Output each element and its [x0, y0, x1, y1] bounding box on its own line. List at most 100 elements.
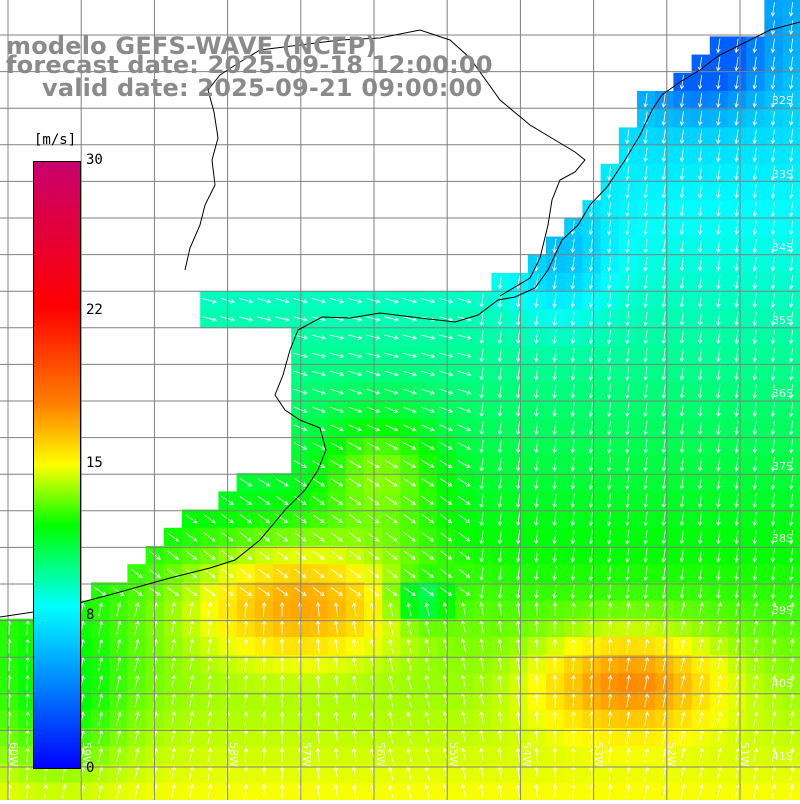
direction-arrow — [516, 711, 521, 726]
direction-arrow — [457, 352, 472, 359]
direction-arrow — [366, 334, 381, 340]
direction-arrow — [697, 293, 703, 309]
direction-arrow — [552, 511, 557, 527]
lat-label: 38S — [772, 532, 793, 545]
direction-arrow — [388, 602, 394, 617]
direction-arrow — [367, 550, 380, 560]
direction-arrow — [570, 311, 576, 327]
direction-arrow — [440, 568, 453, 579]
direction-arrow — [789, 783, 795, 799]
direction-arrow — [367, 532, 380, 542]
direction-arrow — [421, 406, 435, 413]
direction-arrow — [185, 587, 198, 596]
direction-arrow — [329, 388, 345, 395]
direction-arrow — [643, 129, 648, 145]
direction-arrow — [716, 784, 722, 799]
direction-arrow — [697, 584, 703, 600]
direction-arrow — [716, 475, 721, 491]
direction-arrow — [203, 514, 216, 524]
direction-arrow — [752, 566, 758, 582]
direction-arrow — [734, 56, 739, 72]
direction-arrow — [570, 529, 576, 545]
direction-arrow — [515, 420, 521, 436]
direction-arrow — [770, 256, 776, 272]
direction-arrow — [661, 275, 667, 290]
direction-arrow — [497, 366, 503, 381]
direction-arrow — [716, 329, 721, 345]
direction-arrow — [771, 711, 777, 726]
direction-arrow — [497, 311, 503, 327]
direction-arrow — [312, 514, 325, 524]
direction-arrow — [679, 275, 685, 290]
direction-arrow — [515, 311, 521, 327]
direction-arrow — [276, 532, 289, 542]
direction-arrow — [185, 514, 198, 524]
direction-arrow — [570, 566, 576, 582]
direction-arrow — [403, 514, 416, 524]
direction-arrow — [366, 388, 381, 395]
direction-arrow — [515, 275, 521, 290]
direction-arrow — [626, 711, 631, 726]
direction-arrow — [479, 493, 485, 509]
direction-arrow — [315, 638, 321, 654]
direction-arrow — [497, 475, 503, 491]
direction-arrow — [716, 202, 721, 218]
direction-arrow — [570, 384, 576, 400]
direction-arrow — [25, 783, 30, 799]
direction-arrow — [679, 529, 685, 545]
direction-arrow — [697, 493, 703, 509]
direction-arrow — [534, 674, 539, 690]
direction-arrow — [333, 747, 339, 763]
direction-arrow — [552, 420, 557, 436]
direction-arrow — [552, 475, 557, 491]
direction-arrow — [643, 566, 648, 582]
direction-arrow — [352, 783, 357, 799]
direction-arrow — [625, 220, 630, 236]
direction-arrow — [734, 438, 739, 454]
direction-arrow — [279, 638, 285, 654]
direction-arrow — [347, 298, 363, 304]
direction-arrow — [734, 566, 739, 582]
direction-arrow — [315, 711, 321, 726]
direction-arrow — [497, 638, 503, 654]
direction-arrow — [479, 566, 485, 582]
direction-arrow — [643, 293, 648, 309]
direction-arrow — [516, 638, 521, 654]
direction-arrow — [461, 638, 467, 653]
direction-arrow — [349, 568, 362, 579]
direction-arrow — [588, 366, 594, 381]
direction-arrow — [189, 784, 195, 799]
direction-arrow — [203, 532, 216, 542]
direction-arrow — [752, 256, 758, 272]
direction-arrow — [497, 347, 503, 363]
direction-arrow — [679, 493, 685, 509]
direction-arrow — [570, 584, 576, 600]
direction-arrow — [534, 293, 539, 309]
direction-arrow — [788, 111, 794, 127]
direction-arrow — [534, 311, 539, 327]
direction-arrow — [384, 298, 399, 304]
direction-arrow — [752, 311, 758, 327]
direction-arrow — [571, 783, 576, 799]
direction-arrow — [421, 442, 435, 450]
direction-arrow — [625, 129, 630, 145]
direction-arrow — [333, 783, 339, 799]
direction-arrow — [588, 529, 594, 545]
direction-arrow — [716, 129, 721, 145]
direction-arrow — [457, 406, 472, 413]
direction-arrow — [25, 747, 30, 763]
direction-arrow — [497, 674, 503, 690]
direction-arrow — [366, 352, 381, 359]
direction-arrow — [770, 184, 776, 199]
direction-arrow — [552, 711, 558, 726]
direction-arrow — [497, 711, 503, 726]
direction-arrow — [479, 529, 485, 545]
direction-arrow — [98, 638, 104, 653]
direction-arrow — [421, 424, 435, 432]
direction-arrow — [515, 438, 521, 454]
direction-arrow — [697, 384, 703, 400]
direction-arrow — [352, 711, 357, 726]
direction-arrow — [330, 460, 344, 469]
direction-arrow — [534, 601, 539, 617]
direction-arrow — [402, 388, 417, 395]
